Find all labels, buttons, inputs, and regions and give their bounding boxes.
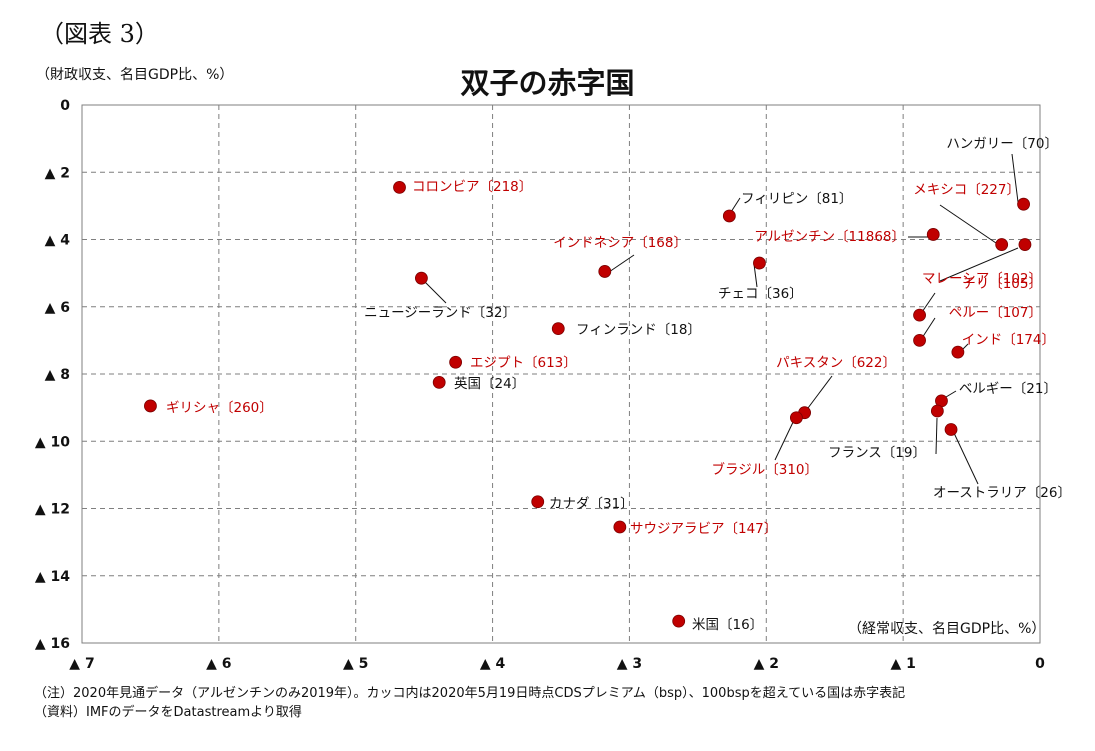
leader-line — [945, 390, 957, 398]
point-label: チリ〔105〕 — [962, 276, 1042, 292]
point-labels: ハンガリー〔70〕メキシコ〔227〕アルゼンチン〔11868〕マレーシア〔102… — [166, 136, 1071, 633]
leader-line — [753, 263, 758, 288]
point-label: サウジアラビア〔147〕 — [630, 521, 777, 537]
leader-line — [423, 280, 447, 304]
leader-line — [953, 432, 979, 485]
data-point — [449, 355, 463, 369]
leader-line — [1011, 153, 1019, 203]
leader-line — [608, 254, 635, 273]
x-tick-label: 0 — [1035, 656, 1045, 672]
notes: （注）2020年見通データ（アルゼンチンのみ2019年）。カッコ内は2020年5… — [34, 684, 905, 722]
data-point — [995, 238, 1009, 251]
data-point — [144, 399, 157, 413]
data-point — [753, 256, 766, 270]
chart-title: 双子の赤字国 — [460, 66, 635, 100]
data-point — [944, 423, 958, 436]
point-label: ベルギー〔21〕 — [959, 381, 1057, 397]
y-axis-label: （財政収支、名目GDP比、%） — [36, 67, 234, 83]
point-label: ブラジル〔310〕 — [712, 461, 819, 478]
y-tick-label: ▲ 2 — [45, 165, 70, 181]
point-label: コロンビア〔218〕 — [412, 179, 532, 195]
point-label: パキスタン〔622〕 — [776, 355, 896, 371]
y-tick-label: ▲ 16 — [35, 636, 70, 652]
scatter-chart: ▲ 7 ▲ 6 ▲ 5 ▲ 4 ▲ 3 ▲ 2 ▲ 1 00▲ 2▲ 4▲ 6▲ 8▲ 10▲… — [35, 98, 1071, 672]
plot-area — [81, 104, 1041, 644]
x-tick-label: ▲ 2 — [754, 656, 779, 672]
point-label: インドネシア〔168〕 — [553, 235, 687, 251]
figure-label: （図表 3） — [40, 20, 159, 48]
x-tick-label: ▲ 7 — [69, 656, 94, 672]
point-label: ハンガリー〔70〕 — [946, 136, 1058, 152]
point-label: エジプト〔613〕 — [470, 355, 577, 371]
y-tick-label: ▲ 10 — [35, 434, 70, 450]
data-point — [926, 228, 940, 241]
y-tick-label: ▲ 8 — [45, 367, 70, 383]
x-tick-label: ▲ 3 — [617, 656, 642, 672]
leader-line — [935, 417, 938, 455]
point-label: ギリシャ〔260〕 — [166, 400, 273, 416]
data-point — [913, 333, 926, 347]
grid-lines — [82, 105, 1040, 643]
data-point — [531, 495, 545, 509]
data-point — [672, 614, 686, 628]
leader-line — [939, 204, 997, 244]
x-tick-label: ▲ 6 — [206, 656, 231, 672]
point-label: ニュージーランド〔32〕 — [364, 305, 516, 321]
point-label: アルゼンチン〔11868〕 — [754, 229, 905, 245]
point-label: カナダ〔31〕 — [549, 496, 634, 512]
source-line: （資料）IMFのデータをDatastreamより取得 — [34, 705, 302, 720]
y-tick-label: ▲ 12 — [35, 502, 70, 518]
y-tick-label: ▲ 14 — [35, 569, 70, 585]
data-point — [613, 520, 627, 534]
data-point — [1017, 197, 1030, 211]
x-tick-label: ▲ 5 — [343, 656, 368, 672]
data-point — [598, 265, 612, 278]
data-point — [913, 308, 926, 322]
data-point — [551, 322, 565, 336]
leader-line — [921, 317, 936, 339]
point-label: チェコ〔36〕 — [718, 286, 803, 302]
x-tick-label: ▲ 4 — [480, 656, 506, 672]
point-label: フィリピン〔81〕 — [741, 191, 852, 207]
point-label: メキシコ〔227〕 — [913, 182, 1020, 198]
leader-line — [774, 417, 796, 461]
x-axis-label: （経常収支、名目GDP比、%） — [848, 621, 1046, 637]
leader-line — [730, 197, 741, 213]
data-point — [393, 180, 406, 194]
note-line: （注）2020年見通データ（アルゼンチンのみ2019年）。カッコ内は2020年5… — [34, 686, 906, 701]
point-label: オーストラリア〔26〕 — [933, 485, 1071, 501]
point-label: 英国〔24〕 — [454, 375, 525, 392]
point-label: 米国〔16〕 — [692, 617, 763, 633]
y-tick-label: ▲ 4 — [45, 233, 71, 249]
data-point — [722, 209, 736, 223]
data-point — [930, 404, 944, 418]
data-points — [144, 180, 1032, 628]
point-label: ペルー〔107〕 — [949, 305, 1042, 321]
data-point — [415, 271, 428, 285]
point-label: インド〔174〕 — [962, 332, 1055, 348]
data-point — [789, 411, 803, 425]
y-tick-label: ▲ 6 — [45, 300, 70, 316]
point-label: フランス〔19〕 — [828, 445, 926, 461]
data-point — [432, 376, 446, 389]
point-label: フィンランド〔18〕 — [576, 322, 701, 338]
axis-ticks: ▲ 7 ▲ 6 ▲ 5 ▲ 4 ▲ 3 ▲ 2 ▲ 1 00▲ 2▲ 4▲ 6▲ 8▲ 10▲… — [35, 98, 1045, 672]
data-point — [1018, 238, 1032, 251]
leader-line — [807, 375, 833, 409]
leader-lines — [423, 153, 1019, 485]
point-label: マレーシア〔102〕 — [922, 271, 1042, 287]
y-tick-label: 0 — [60, 98, 70, 114]
leader-line — [939, 247, 1019, 282]
x-tick-label: ▲ 1 — [890, 656, 915, 672]
data-point — [951, 345, 965, 359]
